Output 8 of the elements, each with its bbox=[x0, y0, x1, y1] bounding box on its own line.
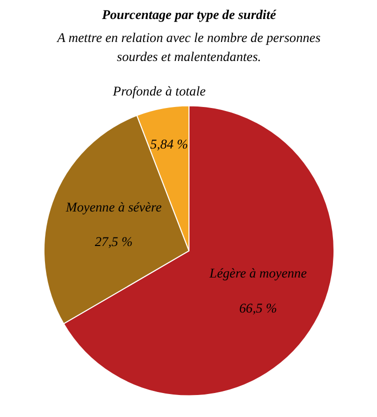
chart-subtitle: A mettre en relation avec le nombre de personnes sourdes et malentendantes. bbox=[56, 30, 321, 64]
slice-label: Légère à moyenne bbox=[208, 266, 307, 281]
slice-label: Profonde à totale bbox=[112, 84, 206, 99]
data-label: 66,5 % bbox=[239, 300, 278, 316]
chart-title: Pourcentage par type de surdité bbox=[102, 6, 278, 22]
data-label: 27,5 % bbox=[94, 234, 133, 250]
slice-label: Moyenne à sévère bbox=[64, 199, 162, 214]
data-label: 5,84 % bbox=[150, 136, 188, 152]
